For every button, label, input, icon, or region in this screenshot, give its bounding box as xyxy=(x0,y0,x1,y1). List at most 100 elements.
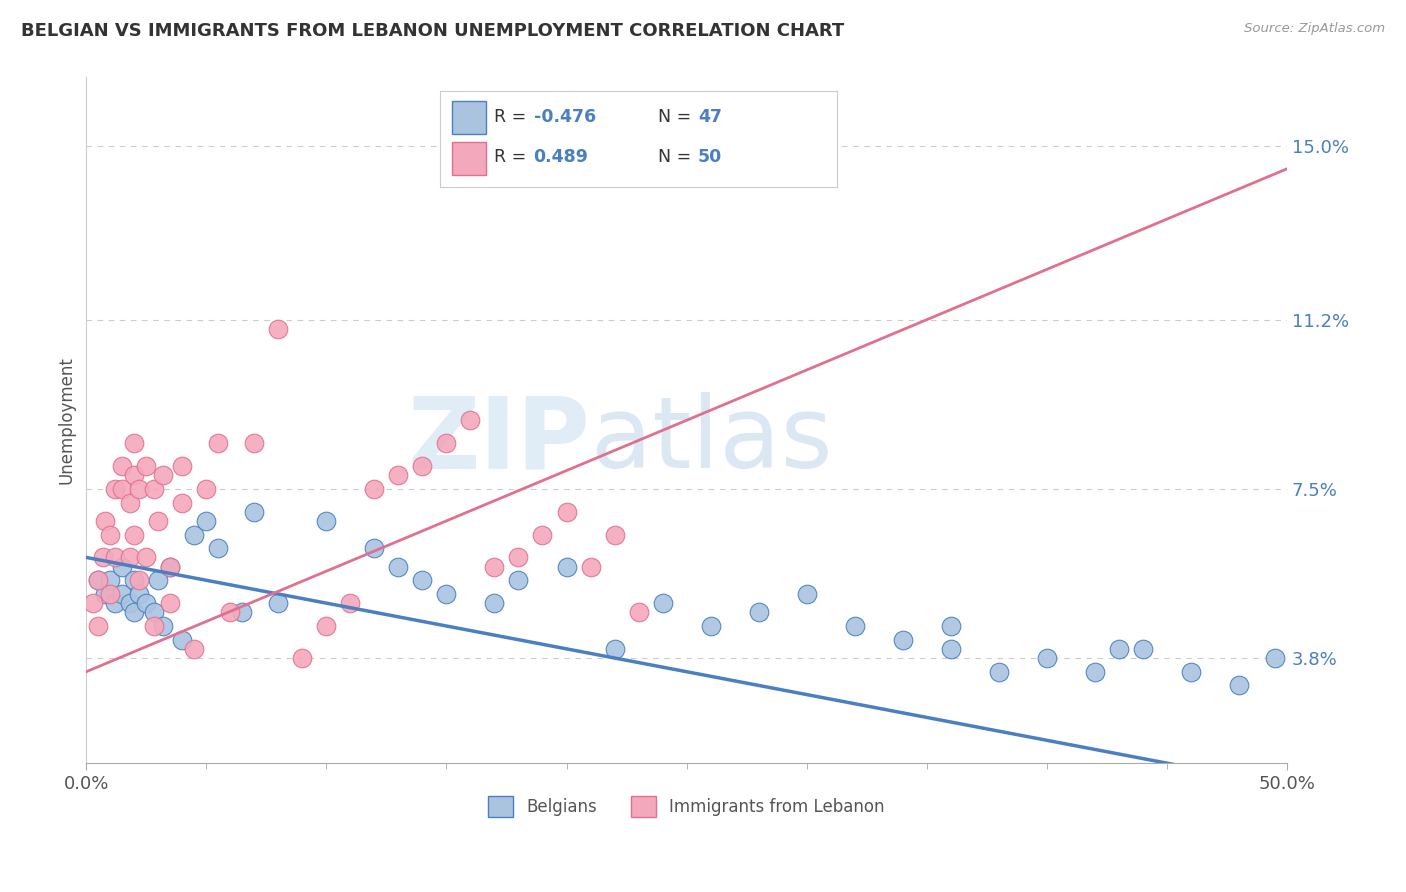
Point xyxy=(124,527,146,541)
Point xyxy=(484,559,506,574)
Point xyxy=(98,527,121,541)
Point xyxy=(748,605,770,619)
Point xyxy=(508,550,530,565)
Point xyxy=(555,505,578,519)
Point xyxy=(118,550,141,565)
Point xyxy=(555,559,578,574)
Point xyxy=(94,514,117,528)
Point xyxy=(939,619,962,633)
Point xyxy=(231,605,253,619)
Point xyxy=(98,587,121,601)
Point xyxy=(411,458,433,473)
Point xyxy=(207,436,229,450)
Point xyxy=(627,605,650,619)
Legend: Belgians, Immigrants from Lebanon: Belgians, Immigrants from Lebanon xyxy=(482,789,891,823)
Point xyxy=(436,587,458,601)
Point xyxy=(1264,651,1286,665)
Point xyxy=(142,619,165,633)
Point xyxy=(195,482,218,496)
Point xyxy=(531,527,554,541)
Point xyxy=(315,514,337,528)
Point xyxy=(104,550,127,565)
Point xyxy=(603,161,626,176)
Point xyxy=(159,596,181,610)
Text: Source: ZipAtlas.com: Source: ZipAtlas.com xyxy=(1244,22,1385,36)
Point xyxy=(94,587,117,601)
Point xyxy=(118,495,141,509)
Point xyxy=(460,413,482,427)
Point xyxy=(172,495,194,509)
Point xyxy=(267,322,290,336)
Point xyxy=(1180,665,1202,679)
Point xyxy=(111,482,134,496)
Point xyxy=(1227,678,1250,692)
Point xyxy=(111,559,134,574)
Text: ZIP: ZIP xyxy=(408,392,591,490)
Point xyxy=(152,468,174,483)
Point xyxy=(142,482,165,496)
Point xyxy=(128,574,150,588)
Point xyxy=(148,574,170,588)
Point xyxy=(436,436,458,450)
Point xyxy=(699,619,721,633)
Point xyxy=(508,574,530,588)
Point xyxy=(1084,665,1107,679)
Point xyxy=(796,587,818,601)
Point xyxy=(579,559,602,574)
Point xyxy=(844,619,866,633)
Point xyxy=(87,619,110,633)
Point xyxy=(243,505,266,519)
Point xyxy=(387,468,409,483)
Point xyxy=(111,587,134,601)
Point xyxy=(1035,651,1057,665)
Text: atlas: atlas xyxy=(591,392,832,490)
Y-axis label: Unemployment: Unemployment xyxy=(58,356,75,484)
Point xyxy=(135,458,157,473)
Point xyxy=(267,596,290,610)
Point xyxy=(152,619,174,633)
Point xyxy=(484,596,506,610)
Point xyxy=(291,651,314,665)
Point xyxy=(651,596,673,610)
Point xyxy=(128,587,150,601)
Point xyxy=(363,482,385,496)
Point xyxy=(339,596,361,610)
Point xyxy=(87,574,110,588)
Point xyxy=(939,641,962,656)
Point xyxy=(87,574,110,588)
Point xyxy=(142,605,165,619)
Point xyxy=(135,596,157,610)
Point xyxy=(104,482,127,496)
Point xyxy=(98,574,121,588)
Point xyxy=(124,574,146,588)
Point xyxy=(207,541,229,556)
Point xyxy=(128,482,150,496)
Point xyxy=(603,527,626,541)
Point xyxy=(124,605,146,619)
Point xyxy=(243,436,266,450)
Point xyxy=(172,632,194,647)
Point xyxy=(118,596,141,610)
Point xyxy=(987,665,1010,679)
Point xyxy=(891,632,914,647)
Point xyxy=(124,468,146,483)
Point xyxy=(82,596,104,610)
Point xyxy=(124,436,146,450)
Point xyxy=(1132,641,1154,656)
Point xyxy=(387,559,409,574)
Point xyxy=(603,641,626,656)
Point xyxy=(104,596,127,610)
Point xyxy=(135,550,157,565)
Point xyxy=(183,641,205,656)
Point xyxy=(315,619,337,633)
Point xyxy=(195,514,218,528)
Point xyxy=(1108,641,1130,656)
Point xyxy=(91,550,114,565)
Point xyxy=(363,541,385,556)
Point xyxy=(172,458,194,473)
Point xyxy=(159,559,181,574)
Text: BELGIAN VS IMMIGRANTS FROM LEBANON UNEMPLOYMENT CORRELATION CHART: BELGIAN VS IMMIGRANTS FROM LEBANON UNEMP… xyxy=(21,22,845,40)
Point xyxy=(159,559,181,574)
Point xyxy=(111,458,134,473)
Point xyxy=(411,574,433,588)
